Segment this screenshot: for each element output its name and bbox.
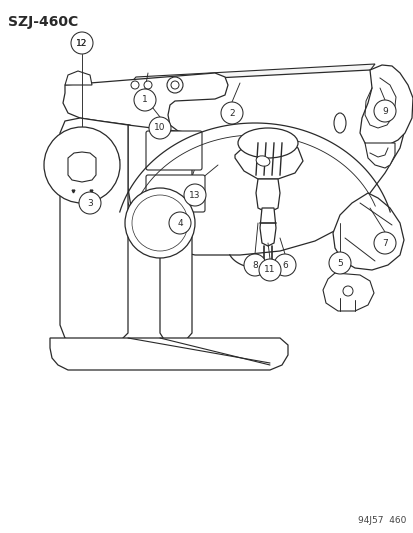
Text: 94J57  460: 94J57 460: [357, 516, 405, 525]
Circle shape: [373, 100, 395, 122]
Circle shape: [125, 188, 195, 258]
Circle shape: [85, 158, 95, 168]
Polygon shape: [68, 152, 96, 182]
Polygon shape: [128, 125, 192, 345]
Circle shape: [144, 81, 152, 89]
Text: 12: 12: [76, 38, 88, 47]
Circle shape: [71, 32, 93, 54]
Circle shape: [85, 138, 95, 148]
Text: 8: 8: [252, 261, 257, 270]
Text: 1: 1: [142, 95, 147, 104]
Circle shape: [243, 254, 266, 276]
FancyBboxPatch shape: [146, 131, 202, 170]
Polygon shape: [75, 128, 118, 188]
Circle shape: [342, 286, 352, 296]
Polygon shape: [60, 118, 128, 345]
Polygon shape: [259, 208, 275, 246]
Circle shape: [221, 102, 242, 124]
Text: 4: 4: [177, 219, 183, 228]
Polygon shape: [235, 138, 302, 179]
Text: 2: 2: [229, 109, 234, 117]
Ellipse shape: [256, 156, 269, 166]
Polygon shape: [255, 179, 279, 213]
Polygon shape: [359, 65, 412, 148]
Circle shape: [373, 232, 395, 254]
Text: SZJ-460C: SZJ-460C: [8, 15, 78, 29]
Circle shape: [328, 252, 350, 274]
Text: 11: 11: [263, 265, 275, 274]
Ellipse shape: [333, 113, 345, 133]
Text: 6: 6: [281, 261, 287, 270]
Circle shape: [169, 212, 190, 234]
FancyBboxPatch shape: [146, 175, 204, 212]
Polygon shape: [50, 338, 287, 370]
Circle shape: [44, 127, 120, 203]
Circle shape: [259, 259, 280, 281]
Circle shape: [149, 117, 171, 139]
Circle shape: [134, 89, 156, 111]
Circle shape: [131, 81, 139, 89]
Text: 7: 7: [381, 238, 387, 247]
Text: 5: 5: [336, 259, 342, 268]
Polygon shape: [364, 143, 394, 168]
Text: 12: 12: [76, 38, 88, 47]
Polygon shape: [63, 73, 228, 160]
Text: 10: 10: [154, 124, 165, 133]
Circle shape: [79, 192, 101, 214]
Text: 3: 3: [87, 198, 93, 207]
Polygon shape: [65, 71, 92, 85]
Circle shape: [166, 77, 183, 93]
Text: 13: 13: [189, 190, 200, 199]
FancyBboxPatch shape: [61, 152, 75, 194]
Circle shape: [183, 184, 206, 206]
Polygon shape: [118, 70, 407, 255]
Circle shape: [171, 81, 178, 89]
Polygon shape: [322, 273, 373, 311]
Text: 9: 9: [381, 107, 387, 116]
Circle shape: [273, 254, 295, 276]
Polygon shape: [332, 193, 403, 270]
Polygon shape: [128, 64, 374, 86]
Ellipse shape: [237, 128, 297, 158]
